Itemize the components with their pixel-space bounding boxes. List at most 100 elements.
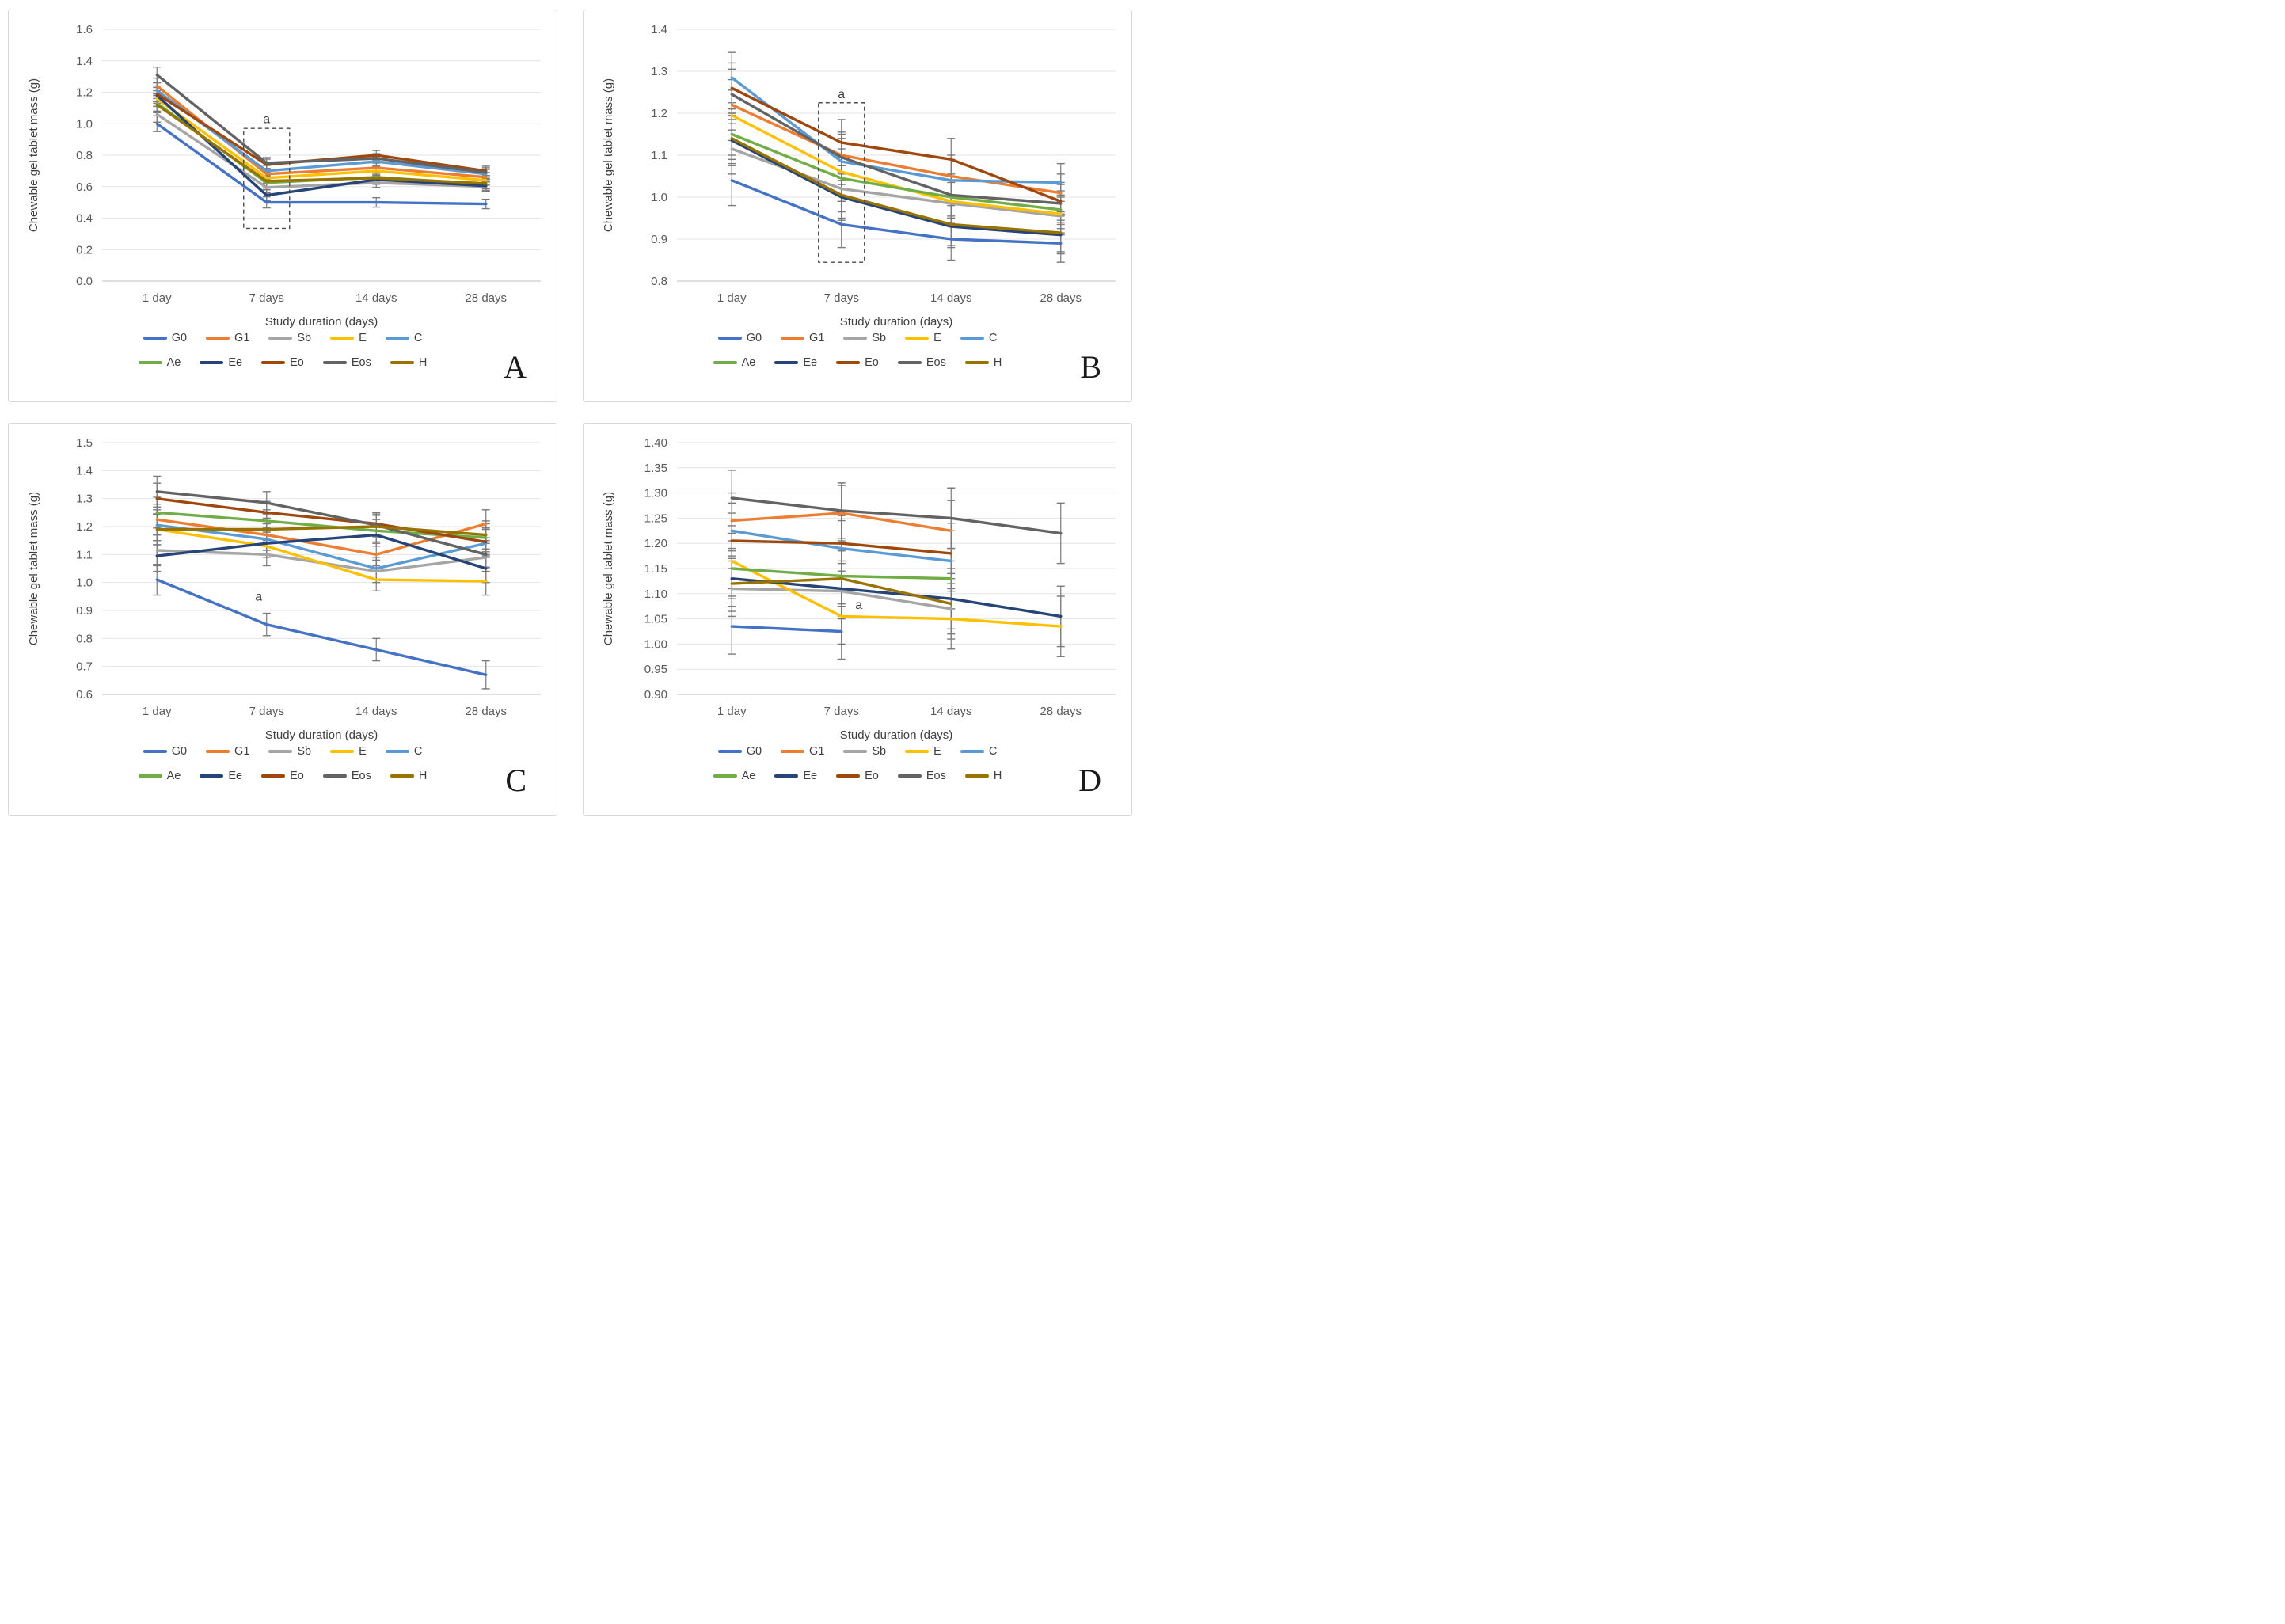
legend-label: G0 [746,332,762,344]
legend-swatch-E [330,337,355,340]
legend-label: Ee [803,356,818,369]
legend-swatch-Eos [322,774,347,778]
series-line-C [730,529,952,563]
y-axis-tick-label: 1.35 [644,462,667,475]
legend-item-Sb: Sb [268,745,311,758]
x-axis-tick-label: 14 days [930,705,972,718]
legend-row-2: Ae Ee Eo Eos H [713,770,1002,782]
legend-label: Eos [926,356,946,369]
legend-label: Ee [228,770,243,782]
legend-swatch-Sb [843,750,868,753]
legend-label: Eos [926,770,946,782]
line-chart: 0.6 0.7 0.8 0.9 1.0 1.1 1.2 1.3 1.4 1.5 a 1 day 7 da… [27,436,541,742]
panel-letter-B: B [1080,349,1101,385]
legend-item-G1: G1 [206,745,249,758]
y-axis-tick-label: 1.3 [76,493,93,506]
y-axis-tick-label: 1.30 [644,487,667,500]
series-line-Eos [155,490,488,556]
legend-item-Eos: Eos [897,356,946,369]
legend-swatch-Ae [138,774,162,778]
chart-legend: G0 G1 Sb E C Ae Ee Eo Eos H [584,745,1131,782]
legend-label: E [359,745,367,758]
y-axis-tick-label: 1.0 [76,117,93,131]
legend-row-2: Ae Ee Eo Eos H [138,770,427,782]
legend-swatch-Eo [261,361,286,364]
legend-swatch-Sb [843,337,868,340]
y-axis-tick-label: 0.8 [76,632,93,645]
legend-swatch-Sb [268,337,293,340]
legend-swatch-E [330,750,355,753]
legend-label: G0 [171,745,188,758]
legend-item-Sb: Sb [843,332,886,344]
series-line-H [155,525,488,537]
legend-swatch-H [390,361,414,364]
series-line-Ae [730,567,952,580]
legend-label: Sb [297,745,312,758]
legend-label: Eo [290,356,304,369]
legend-item-G0: G0 [143,745,187,758]
legend-label: Eo [865,356,879,369]
x-axis-title: Study duration (days) [265,728,378,742]
annotation-box [243,127,291,230]
legend-item-Ee: Ee [774,356,817,369]
series-line-Eos [730,93,1063,205]
legend-label: Eos [351,356,371,369]
y-axis-tick-label: 1.4 [76,55,93,68]
legend-item-G0: G0 [717,332,762,344]
legend-label: Ee [803,770,818,782]
x-axis-tick-label: 14 days [355,291,397,305]
annotation-label: a [855,599,862,612]
y-axis-tick-label: 1.15 [644,562,667,576]
legend-label: Eo [290,770,304,782]
series-line-E [155,527,488,583]
legend-swatch-G1 [781,750,805,753]
legend-swatch-G0 [717,750,742,753]
legend-item-Ae: Ae [713,770,755,782]
legend-swatch-Ae [713,361,737,364]
chart-legend: G0 G1 Sb E C Ae Ee Eo Eos H [9,332,557,369]
legend-label: G0 [746,745,762,758]
series-line-H [155,103,488,185]
legend-swatch-G0 [143,337,167,340]
y-axis-tick-label: 1.40 [644,436,667,450]
series-line-Ee [155,533,488,570]
legend-label: H [993,356,1002,369]
legend-label: G1 [809,745,825,758]
legend-row-1: G0 G1 Sb E C [143,745,422,758]
legend-item-Eos: Eos [897,770,946,782]
y-axis-tick-label: 1.10 [644,588,667,601]
legend-item-E: E [330,745,367,758]
y-axis-tick-label: 1.25 [644,512,667,525]
legend-swatch-G1 [206,337,230,340]
y-axis-tick-label: 0.8 [76,149,93,162]
y-axis-tick-label: 0.2 [76,243,93,257]
x-axis-tick-label: 1 day [143,705,172,718]
legend-row-1: G0 G1 Sb E C [717,745,997,758]
legend-item-G1: G1 [206,332,249,344]
y-axis-tick-label: 1.2 [651,107,667,120]
x-axis-title: Study duration (days) [840,315,953,329]
legend-label: Sb [297,332,312,344]
panel-letter-A: A [504,349,527,385]
series-line-Sb [155,112,488,189]
legend-swatch-Eos [322,361,347,364]
legend-label: H [993,770,1002,782]
legend-item-Sb: Sb [268,332,311,344]
y-axis-tick-label: 1.2 [76,520,93,534]
y-axis-title: Chewable gel tablet mass (g) [602,492,615,645]
legend-item-E: E [905,332,941,344]
series-line-G0 [155,578,488,676]
y-axis-tick-label: 0.6 [76,688,93,702]
x-axis-tick-label: 7 days [824,705,859,718]
legend-swatch-G0 [143,750,167,753]
series-line-Ee [730,577,1063,618]
annotation-label: a [838,88,845,101]
legend-swatch-H [964,774,989,778]
y-axis-tick-label: 0.95 [644,663,667,676]
legend-item-E: E [905,745,941,758]
x-axis-tick-label: 28 days [1040,705,1082,718]
legend-item-G1: G1 [781,745,824,758]
legend-swatch-Eos [897,361,922,364]
legend-item-Eos: Eos [322,356,371,369]
chart-legend: G0 G1 Sb E C Ae Ee Eo Eos H [584,332,1131,369]
